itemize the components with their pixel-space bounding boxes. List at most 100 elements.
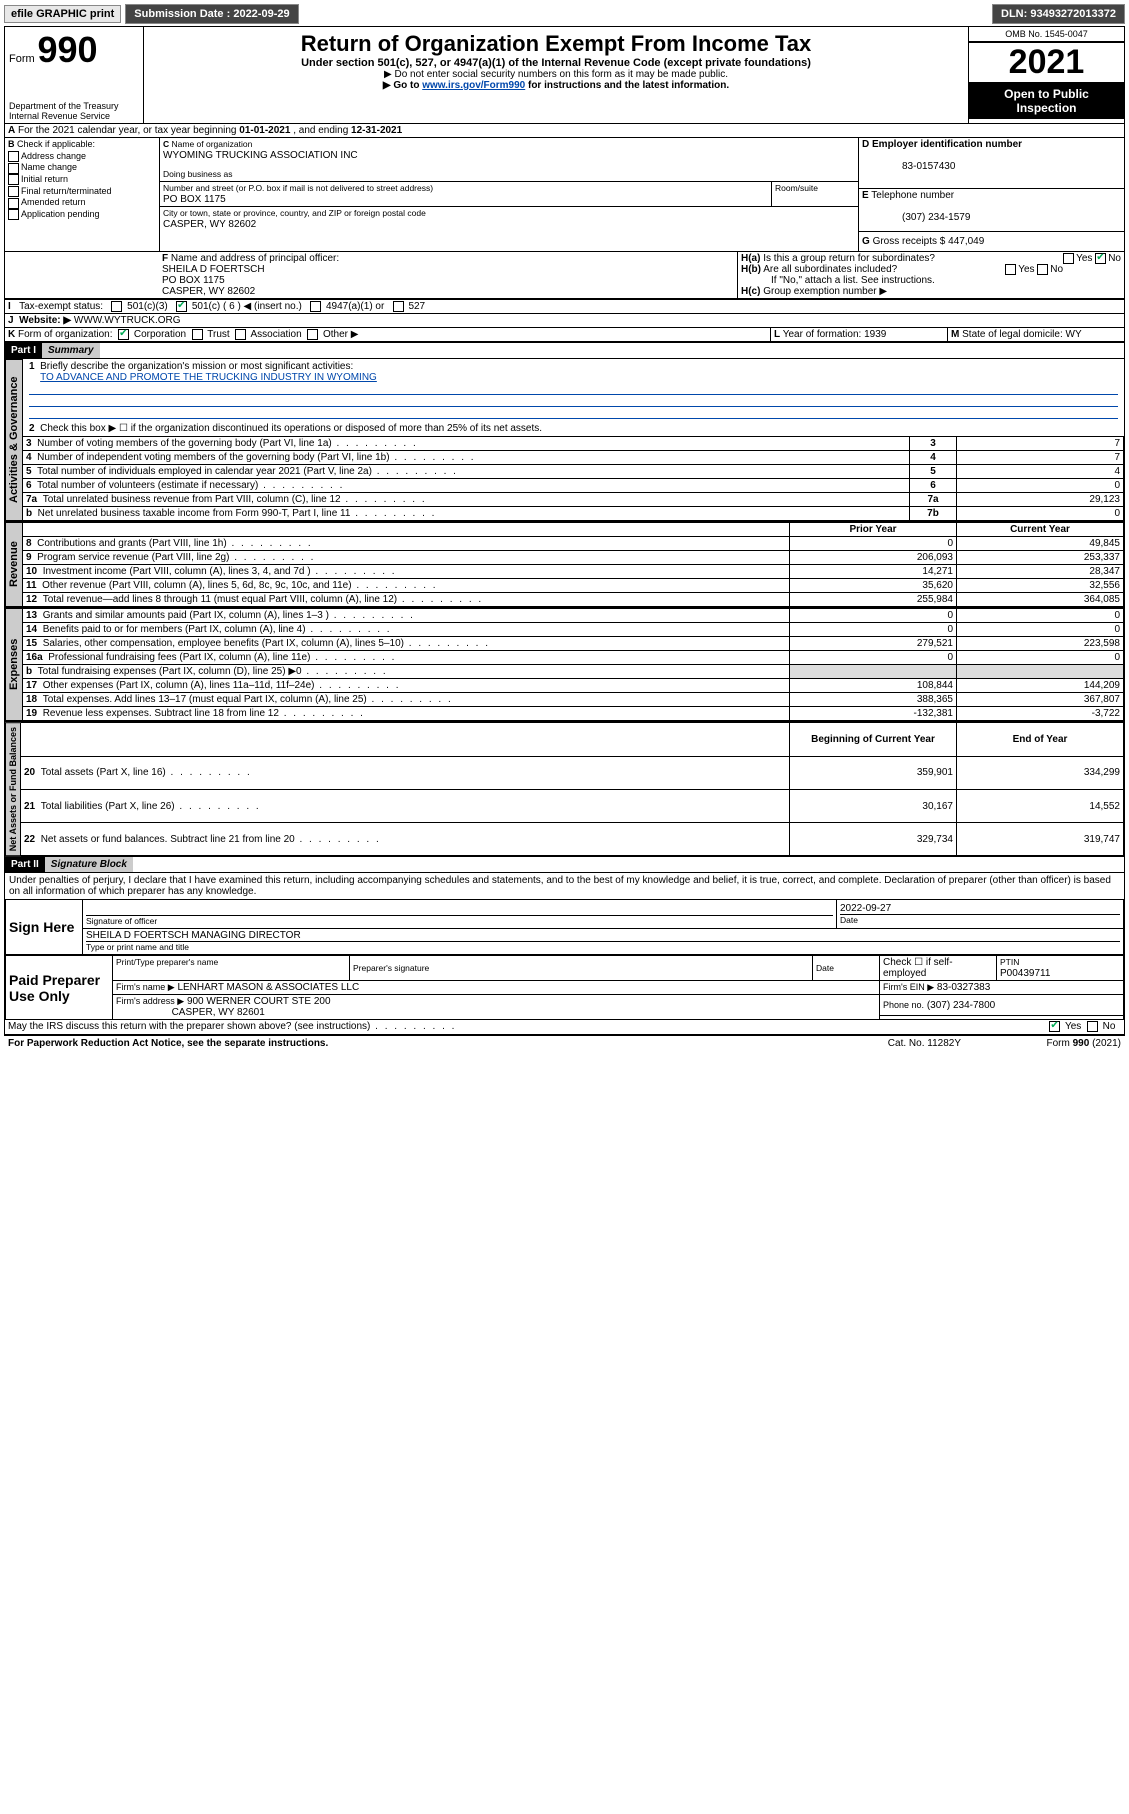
governance-table: 3 Number of voting members of the govern… <box>23 436 1124 521</box>
cb-501c[interactable] <box>176 301 187 312</box>
cb-corp[interactable] <box>118 329 129 340</box>
line-a-mid: , and ending <box>293 125 351 136</box>
paid-preparer-label: Paid Preparer Use Only <box>6 956 113 1020</box>
tab-expenses: Expenses <box>5 608 23 721</box>
room-label: Room/suite <box>775 183 818 193</box>
cb-trust[interactable] <box>192 329 203 340</box>
h-note: If "No," attach a list. See instructions… <box>741 275 1121 286</box>
firm-phone-label: Phone no. <box>883 1000 924 1010</box>
gross-label: Gross receipts $ <box>873 236 946 247</box>
ptin-value: P00439711 <box>1000 968 1050 979</box>
form-subtitle: Under section 501(c), 527, or 4947(a)(1)… <box>148 57 964 69</box>
city-value: CASPER, WY 82602 <box>163 219 256 230</box>
opt-501c3: 501(c)(3) <box>127 301 168 312</box>
opt-501c: 501(c) ( 6 ) ◀ (insert no.) <box>192 301 302 312</box>
table-row: 18 Total expenses. Add lines 13–17 (must… <box>23 693 1124 707</box>
c-name-label: Name of organization <box>172 139 253 149</box>
expenses-table: 13 Grants and similar amounts paid (Part… <box>23 608 1124 721</box>
cb-discuss-yes[interactable] <box>1049 1021 1060 1032</box>
may-irs-discuss: May the IRS discuss this return with the… <box>8 1021 456 1032</box>
discuss-yes: Yes <box>1065 1022 1081 1033</box>
firm-ein-label: Firm's EIN ▶ <box>883 982 934 992</box>
cb-name-change[interactable] <box>8 163 19 174</box>
cb-hb-yes[interactable] <box>1005 264 1016 275</box>
q2-text: Check this box ▶ ☐ if the organization d… <box>40 423 542 434</box>
i-label: Tax-exempt status: <box>19 301 103 312</box>
revenue-table: Prior YearCurrent Year 8 Contributions a… <box>23 522 1124 607</box>
type-name-label: Type or print name and title <box>86 942 189 952</box>
table-row: 11 Other revenue (Part VIII, column (A),… <box>23 579 1124 593</box>
cb-initial-return[interactable] <box>8 174 19 185</box>
table-row: 13 Grants and similar amounts paid (Part… <box>23 609 1124 623</box>
cb-4947[interactable] <box>310 301 321 312</box>
cb-501c3[interactable] <box>111 301 122 312</box>
table-row: 22 Net assets or fund balances. Subtract… <box>21 823 1124 856</box>
cb-hb-no[interactable] <box>1037 264 1048 275</box>
check-self-employed: Check ☐ if self-employed <box>880 956 997 981</box>
col-end: End of Year <box>957 723 1124 756</box>
website-value: WWW.WYTRUCK.ORG <box>74 315 181 326</box>
hb-yes: Yes <box>1018 264 1034 275</box>
officer-city: CASPER, WY 82602 <box>162 286 255 297</box>
b-label: Check if applicable: <box>17 139 95 149</box>
opt-assoc: Association <box>251 329 302 340</box>
table-row: 15 Salaries, other compensation, employe… <box>23 637 1124 651</box>
m-value: WY <box>1066 329 1082 340</box>
firm-name: LENHART MASON & ASSOCIATES LLC <box>177 982 359 993</box>
preparer-table: Paid Preparer Use Only Print/Type prepar… <box>5 955 1124 1020</box>
ha-yes: Yes <box>1076 253 1092 264</box>
cb-ha-yes[interactable] <box>1063 253 1074 264</box>
submission-date-label: Submission Date : <box>134 8 230 20</box>
part-ii-label: Part II <box>5 857 45 872</box>
prep-sig-label: Preparer's signature <box>353 963 429 973</box>
table-row: 8 Contributions and grants (Part VIII, l… <box>23 537 1124 551</box>
discuss-no: No <box>1103 1022 1116 1033</box>
part-i-label: Part I <box>5 343 42 358</box>
prep-name-label: Print/Type preparer's name <box>116 957 218 967</box>
table-row: 6 Total number of volunteers (estimate i… <box>23 479 1124 493</box>
omb-number: 1545-0047 <box>1045 29 1088 39</box>
cb-ha-no[interactable] <box>1095 253 1106 264</box>
table-row: 14 Benefits paid to or for members (Part… <box>23 623 1124 637</box>
table-row: 4 Number of independent voting members o… <box>23 451 1124 465</box>
table-row: 9 Program service revenue (Part VIII, li… <box>23 551 1124 565</box>
table-row: 12 Total revenue—add lines 8 through 11 … <box>23 593 1124 607</box>
opt-trust: Trust <box>207 329 229 340</box>
officer-name-title: SHEILA D FOERTSCH MANAGING DIRECTOR <box>86 930 301 941</box>
opt-527: 527 <box>408 301 425 312</box>
footer-cat: Cat. No. 11282Y <box>888 1038 961 1049</box>
submission-date-btn[interactable]: Submission Date : 2022-09-29 <box>125 4 298 24</box>
dln-btn[interactable]: DLN: 93493272013372 <box>992 4 1125 24</box>
table-row: 3 Number of voting members of the govern… <box>23 437 1124 451</box>
dba-label: Doing business as <box>163 169 232 179</box>
dln-label: DLN: <box>1001 8 1027 20</box>
officer-street: PO BOX 1175 <box>162 275 225 286</box>
cb-address-change[interactable] <box>8 151 19 162</box>
cb-other[interactable] <box>307 329 318 340</box>
part-ii-title: Signature Block <box>45 857 133 872</box>
irs-link[interactable]: www.irs.gov/Form990 <box>422 80 525 91</box>
open-inspection: Open to Public Inspection <box>969 83 1124 119</box>
form-title: Return of Organization Exempt From Incom… <box>148 31 964 57</box>
m-label: State of legal domicile: <box>962 329 1063 340</box>
penalty-text: Under penalties of perjury, I declare th… <box>5 873 1124 899</box>
cb-final-return[interactable] <box>8 186 19 197</box>
firm-addr-label: Firm's address ▶ <box>116 996 184 1006</box>
note-ssn: ▶ Do not enter social security numbers o… <box>148 69 964 80</box>
sig-date: 2022-09-27 <box>840 903 891 914</box>
opt-app-pending: Application pending <box>21 209 100 219</box>
cb-app-pending[interactable] <box>8 209 19 220</box>
phone-label: Telephone number <box>871 190 954 201</box>
cb-amended[interactable] <box>8 198 19 209</box>
cb-assoc[interactable] <box>235 329 246 340</box>
q1-value: TO ADVANCE AND PROMOTE THE TRUCKING INDU… <box>40 372 377 383</box>
cb-discuss-no[interactable] <box>1087 1021 1098 1032</box>
opt-address-change: Address change <box>21 151 86 161</box>
cb-527[interactable] <box>393 301 404 312</box>
efile-btn[interactable]: efile GRAPHIC print <box>4 5 121 23</box>
city-label: City or town, state or province, country… <box>163 208 426 218</box>
table-row: 10 Investment income (Part VIII, column … <box>23 565 1124 579</box>
phone-value: (307) 234-1579 <box>862 212 970 223</box>
table-row: 16a Professional fundraising fees (Part … <box>23 651 1124 665</box>
sign-here-label: Sign Here <box>6 900 83 955</box>
